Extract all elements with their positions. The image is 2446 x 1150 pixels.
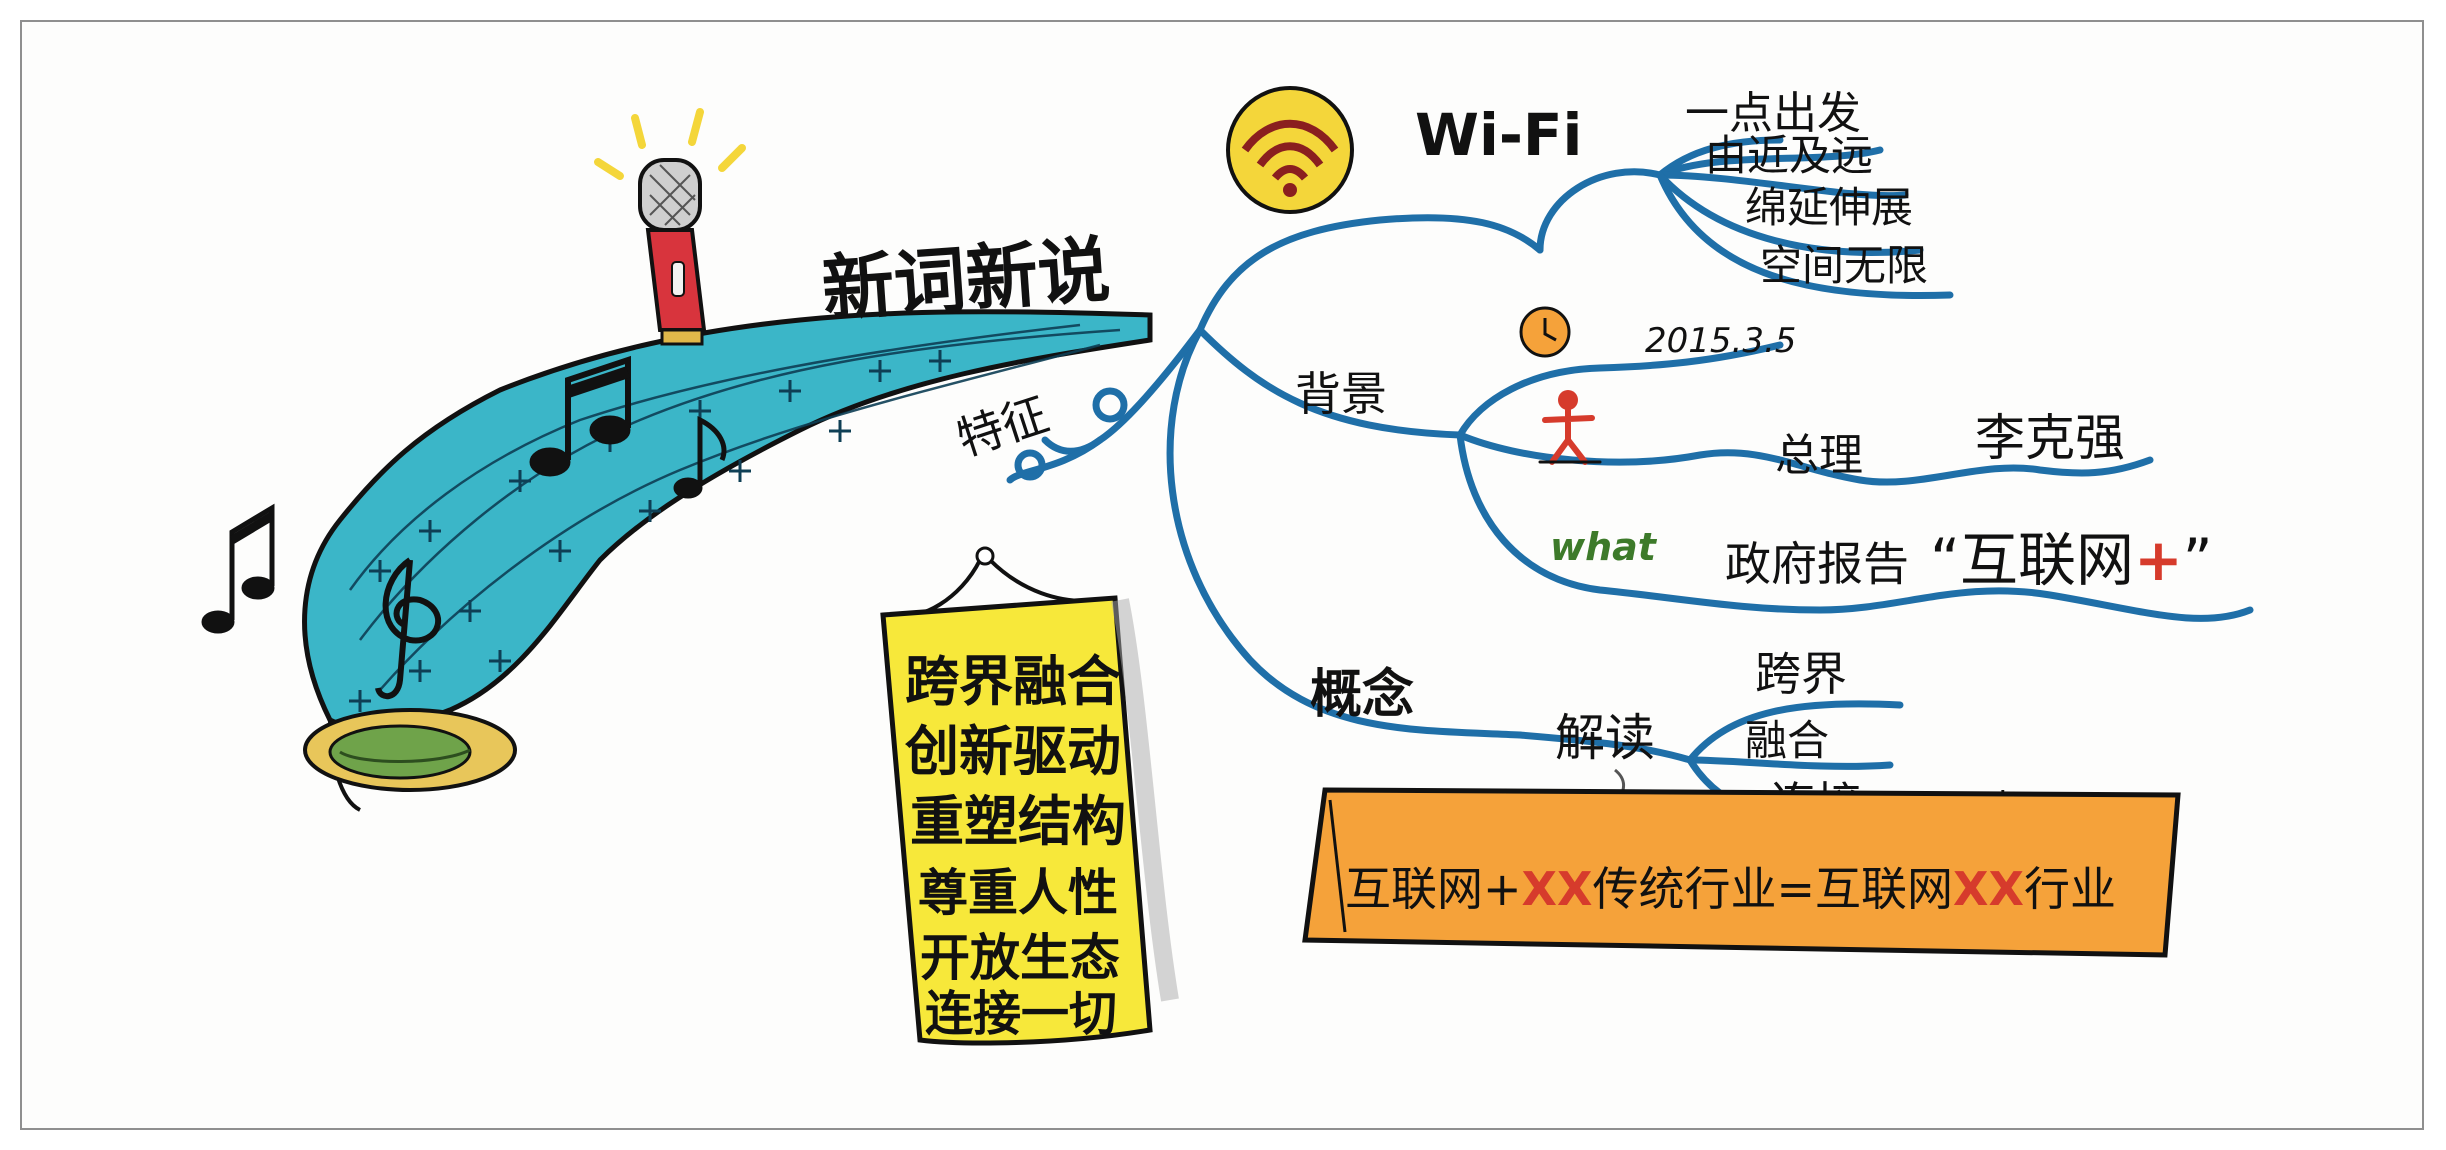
- feature-item-6: 连接一切: [925, 986, 1117, 1042]
- features-scroll: [880, 546, 1179, 1046]
- wifi-child-3: 绵延伸展: [1745, 183, 1913, 232]
- feature-item-5: 开放生态: [920, 929, 1120, 987]
- feature-item-3: 重塑结构: [910, 790, 1126, 853]
- concept-child-1: 跨界: [1755, 647, 1847, 701]
- music-note-icon: [673, 415, 727, 499]
- central-title: 新词新说: [819, 227, 1112, 331]
- wifi-child-4: 空间无限: [1760, 241, 1928, 290]
- what-label: what: [1550, 525, 1658, 569]
- wifi-child-2: 由近及远: [1705, 131, 1873, 180]
- formula-xx1: XX: [1522, 862, 1593, 916]
- premier-name: 李克强: [1975, 409, 2125, 467]
- music-stream: [302, 309, 1153, 812]
- music-note-icon: [201, 503, 275, 634]
- concept-child-2: 融合: [1745, 716, 1829, 765]
- formula-part3: 行业: [2024, 862, 2116, 916]
- person-icon: [1538, 390, 1602, 465]
- clock-icon: [1519, 306, 1571, 358]
- branch-lines: [1006, 136, 2254, 834]
- background-date: 2015.3.5: [1645, 321, 1796, 361]
- formula-banner: [1302, 787, 2181, 958]
- premier-role: 总理: [1775, 430, 1863, 481]
- formula-part2: 传统行业=互联网: [1592, 862, 1953, 916]
- music-note-icon: [529, 355, 631, 477]
- formula-part1: 互联网+: [1345, 862, 1522, 916]
- feature-item-2: 创新驱动: [905, 720, 1121, 783]
- speaker-hole-icon: [303, 708, 517, 792]
- term-open: “互联网: [1930, 526, 2134, 594]
- treble-clef-icon: [375, 557, 442, 700]
- report-label: 政府报告: [1725, 537, 1909, 591]
- background-label: 背景: [1295, 367, 1387, 421]
- feature-item-4: 尊重人性: [918, 864, 1118, 922]
- concept-label: 概念: [1310, 665, 1414, 725]
- feature-item-1: 跨界融合: [905, 650, 1121, 713]
- wifi-icon: [1226, 86, 1354, 214]
- wifi-child-1: 一点出发: [1685, 88, 1861, 139]
- interpret-label: 解读: [1555, 709, 1655, 767]
- formula-text: 互联网+XX传统行业=互联网XX行业: [1345, 862, 2116, 916]
- term-plus: +: [2134, 526, 2183, 594]
- formula-xx2: XX: [1953, 862, 2024, 916]
- internet-plus-term: “互联网+”: [1930, 526, 2213, 594]
- microphone-icon: [594, 108, 746, 346]
- term-close: ”: [2183, 526, 2213, 594]
- stream-crosses: [349, 350, 951, 712]
- wifi-label: Wi-Fi: [1415, 101, 1582, 169]
